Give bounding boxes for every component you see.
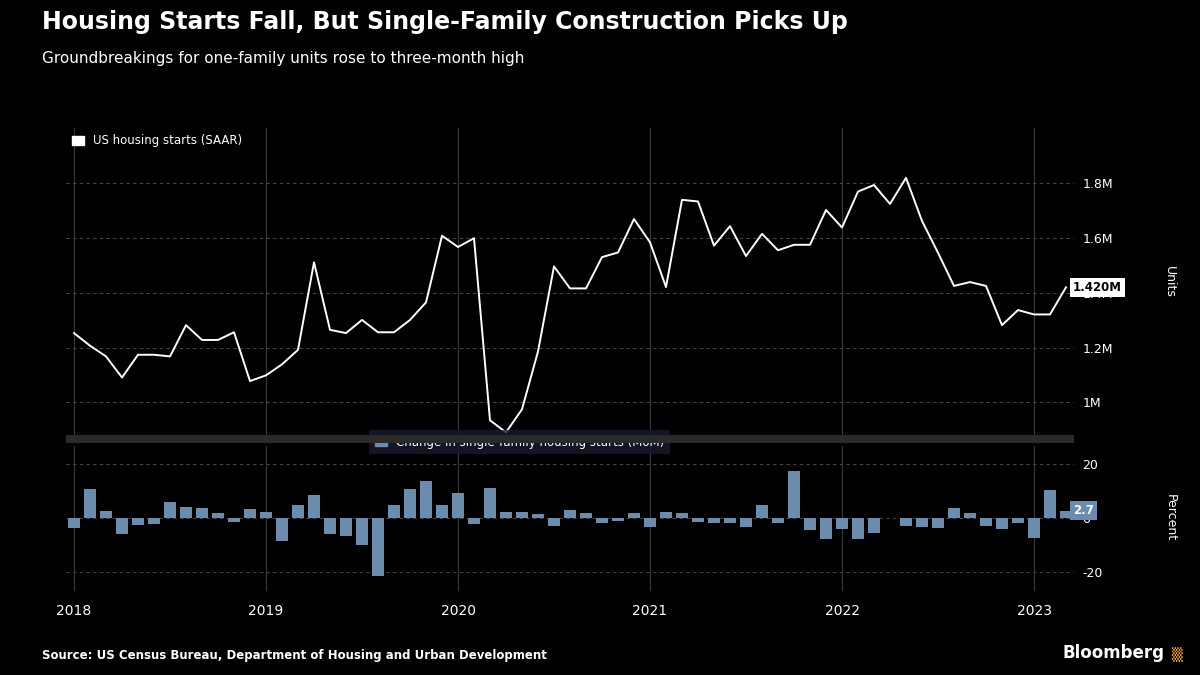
Bar [948, 508, 960, 518]
Bar [260, 512, 272, 518]
Bar [292, 506, 304, 518]
Bar [516, 512, 528, 518]
Bar [244, 509, 256, 518]
Bar [324, 518, 336, 534]
Bar [820, 518, 832, 539]
Text: 2022: 2022 [824, 604, 859, 618]
Bar [996, 518, 1008, 529]
Bar [580, 514, 592, 518]
Bar [868, 518, 880, 533]
Bar [756, 505, 768, 518]
Bar [724, 518, 736, 523]
Bar [100, 512, 112, 518]
Bar [916, 518, 928, 527]
Bar [660, 512, 672, 518]
Bar [964, 513, 976, 518]
Bar [436, 505, 448, 518]
Bar [692, 518, 704, 522]
Legend: US housing starts (SAAR): US housing starts (SAAR) [72, 134, 242, 147]
Bar [180, 507, 192, 518]
Text: 2.7: 2.7 [1073, 504, 1094, 517]
Bar [1060, 511, 1072, 518]
Text: Percent: Percent [1163, 495, 1176, 541]
Bar [340, 518, 352, 536]
Bar [788, 471, 800, 518]
Bar [772, 518, 784, 523]
Bar [404, 489, 416, 518]
Text: Bloomberg: Bloomberg [1062, 643, 1164, 662]
Bar [612, 518, 624, 520]
Bar [164, 502, 176, 518]
Bar [740, 518, 752, 527]
Bar [212, 513, 224, 518]
Text: 2018: 2018 [56, 604, 91, 618]
Bar [84, 489, 96, 518]
Bar [276, 518, 288, 541]
Text: Source: US Census Bureau, Department of Housing and Urban Development: Source: US Census Bureau, Department of … [42, 649, 547, 662]
Bar [228, 518, 240, 522]
Bar [132, 518, 144, 525]
Bar [68, 518, 80, 528]
Bar [596, 518, 608, 523]
Bar [804, 518, 816, 531]
Bar [708, 518, 720, 522]
Bar [836, 518, 848, 529]
Text: Groundbreakings for one-family units rose to three-month high: Groundbreakings for one-family units ros… [42, 51, 524, 65]
Text: 2019: 2019 [248, 604, 283, 618]
Bar [452, 493, 464, 518]
Bar [356, 518, 368, 545]
Bar [980, 518, 992, 526]
Bar [932, 518, 944, 529]
Bar [900, 518, 912, 526]
Bar [308, 495, 320, 518]
Bar [676, 513, 688, 518]
Text: 1.420M: 1.420M [1073, 281, 1122, 294]
Text: 2020: 2020 [440, 604, 475, 618]
Bar [500, 512, 512, 518]
Bar [388, 505, 400, 518]
Legend: Change in single-family housing starts (MoM): Change in single-family housing starts (… [368, 429, 671, 454]
Text: Housing Starts Fall, But Single-Family Construction Picks Up: Housing Starts Fall, But Single-Family C… [42, 10, 848, 34]
Bar [548, 518, 560, 526]
Bar [484, 488, 496, 518]
Text: 2023: 2023 [1016, 604, 1051, 618]
Bar [644, 518, 656, 527]
Bar [852, 518, 864, 539]
Bar [564, 510, 576, 518]
Bar [372, 518, 384, 576]
Bar [420, 481, 432, 518]
Bar [468, 518, 480, 524]
Text: ▒: ▒ [1171, 647, 1182, 662]
Bar [1028, 518, 1040, 538]
Bar [116, 518, 128, 534]
Bar [1012, 518, 1024, 523]
Text: Units: Units [1163, 266, 1176, 298]
Bar [148, 518, 160, 524]
Bar [532, 514, 544, 518]
Text: 2021: 2021 [632, 604, 667, 618]
Bar [1044, 490, 1056, 518]
Bar [196, 508, 208, 518]
Bar [628, 513, 640, 518]
